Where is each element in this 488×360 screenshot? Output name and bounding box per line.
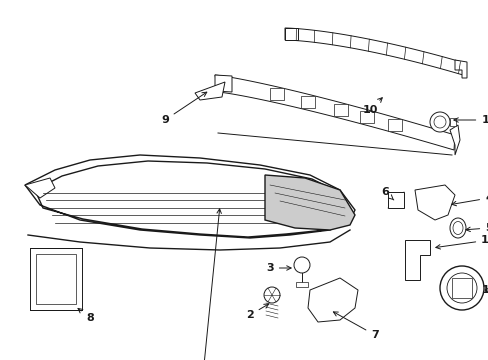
Polygon shape (264, 175, 354, 230)
Polygon shape (285, 28, 464, 75)
Polygon shape (454, 60, 466, 78)
Polygon shape (215, 75, 454, 150)
Circle shape (446, 273, 476, 303)
Bar (359, 112, 373, 123)
Polygon shape (215, 75, 231, 92)
Bar (333, 104, 347, 116)
Text: 4: 4 (451, 193, 488, 206)
Circle shape (439, 266, 483, 310)
Bar (387, 192, 403, 208)
Bar (269, 88, 284, 100)
Bar (387, 120, 401, 131)
Ellipse shape (449, 218, 465, 238)
Circle shape (264, 287, 280, 303)
Polygon shape (25, 155, 354, 238)
Bar (36, 254, 76, 304)
Text: 9: 9 (161, 92, 206, 125)
Polygon shape (25, 178, 55, 198)
Text: 1: 1 (191, 209, 221, 360)
Text: 5: 5 (465, 223, 488, 233)
Circle shape (433, 116, 445, 128)
Text: 6: 6 (380, 187, 393, 200)
Circle shape (429, 112, 449, 132)
Text: 14: 14 (435, 235, 488, 249)
Polygon shape (195, 82, 224, 100)
Polygon shape (407, 243, 427, 252)
Polygon shape (414, 185, 454, 220)
Polygon shape (449, 125, 459, 155)
Bar (295, 282, 307, 287)
Text: 7: 7 (333, 312, 378, 340)
Text: 3: 3 (265, 263, 290, 273)
Circle shape (293, 257, 309, 273)
Bar (451, 278, 471, 298)
Text: 12: 12 (453, 115, 488, 125)
Ellipse shape (452, 221, 462, 234)
Text: 11: 11 (0, 359, 1, 360)
Bar (300, 96, 314, 108)
Polygon shape (285, 28, 297, 40)
Polygon shape (449, 118, 455, 126)
Bar (30, 248, 82, 310)
Polygon shape (404, 240, 429, 280)
Text: 2: 2 (245, 304, 268, 320)
Text: 10: 10 (362, 98, 382, 115)
Polygon shape (307, 278, 357, 322)
Text: 8: 8 (78, 309, 94, 323)
Text: 13: 13 (480, 285, 488, 295)
